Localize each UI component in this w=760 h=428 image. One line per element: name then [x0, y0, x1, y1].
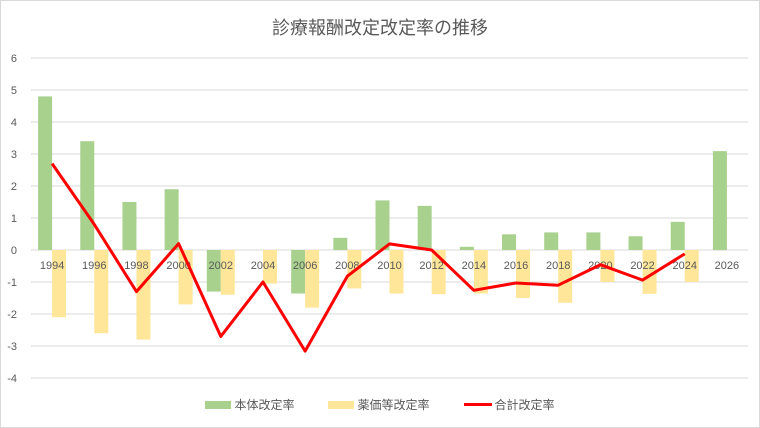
x-tick-label: 2022 — [630, 260, 654, 272]
x-tick-label: 2026 — [715, 260, 739, 272]
y-tick-label: -3 — [7, 341, 17, 353]
bar — [516, 250, 531, 298]
x-tick-label: 1998 — [124, 260, 148, 272]
bar — [136, 250, 151, 340]
legend-swatch-yellow — [328, 400, 355, 409]
y-tick-label: -4 — [7, 373, 17, 385]
bar — [52, 250, 67, 318]
legend-label: 合計改定率 — [494, 398, 555, 412]
legend-item-total: 合計改定率 — [463, 396, 555, 413]
bar — [586, 232, 601, 250]
legend-swatch-red-line — [463, 403, 492, 406]
y-tick-label: 4 — [11, 117, 17, 129]
x-tick-label: 2004 — [251, 260, 275, 272]
bar — [375, 200, 390, 250]
total-line — [50, 162, 686, 353]
x-tick-label: 2000 — [166, 260, 190, 272]
legend-item-honntai: 本体改定率 — [205, 396, 294, 413]
x-tick-label: 1996 — [82, 260, 106, 272]
chart-title: 診療報酬改定改定率の推移 — [272, 18, 488, 39]
bar — [389, 250, 404, 294]
x-tick-label: 2018 — [546, 260, 570, 272]
y-tick-label: 3 — [11, 149, 17, 161]
x-tick-label: 2008 — [335, 260, 359, 272]
legend-label: 本体改定率 — [234, 398, 295, 412]
bar — [122, 202, 137, 250]
bar — [558, 250, 573, 303]
x-tick-label: 2012 — [419, 260, 443, 272]
bar — [164, 189, 179, 250]
bar — [712, 151, 727, 250]
bar — [291, 250, 306, 294]
legend: 本体改定率 薬価等改定率 合計改定率 — [0, 396, 760, 413]
bar — [80, 141, 95, 250]
y-tick-label: 5 — [11, 85, 17, 97]
y-tick-label: 0 — [11, 245, 17, 257]
bar — [262, 250, 277, 284]
y-tick-label: -1 — [7, 277, 17, 289]
x-tick-label: 2016 — [504, 260, 528, 272]
y-tick-label: 2 — [11, 181, 17, 193]
bar — [38, 96, 53, 251]
bar — [502, 234, 517, 250]
x-tick-label: 2010 — [377, 260, 401, 272]
bar — [642, 250, 657, 294]
bar — [220, 250, 235, 295]
bar — [94, 250, 109, 334]
legend-item-yakka: 薬価等改定率 — [328, 396, 430, 413]
y-tick-label: 6 — [11, 53, 17, 65]
bar — [333, 237, 348, 250]
bar — [628, 236, 643, 250]
y-tick-label: -2 — [7, 309, 17, 321]
x-tick-label: 1994 — [40, 260, 64, 272]
bar — [305, 250, 320, 308]
bar — [417, 205, 432, 250]
bar — [206, 250, 221, 292]
x-tick-label: 2002 — [209, 260, 233, 272]
bar — [459, 246, 474, 250]
bar — [473, 250, 488, 294]
legend-label: 薬価等改定率 — [357, 398, 430, 412]
x-tick-label: 2006 — [293, 260, 317, 272]
bar — [544, 232, 559, 250]
legend-swatch-green — [205, 400, 232, 409]
x-tick-label: 2024 — [672, 260, 696, 272]
bar — [684, 250, 699, 282]
bar — [670, 221, 685, 250]
y-tick-label: 1 — [11, 213, 17, 225]
x-tick-label: 2014 — [462, 260, 486, 272]
